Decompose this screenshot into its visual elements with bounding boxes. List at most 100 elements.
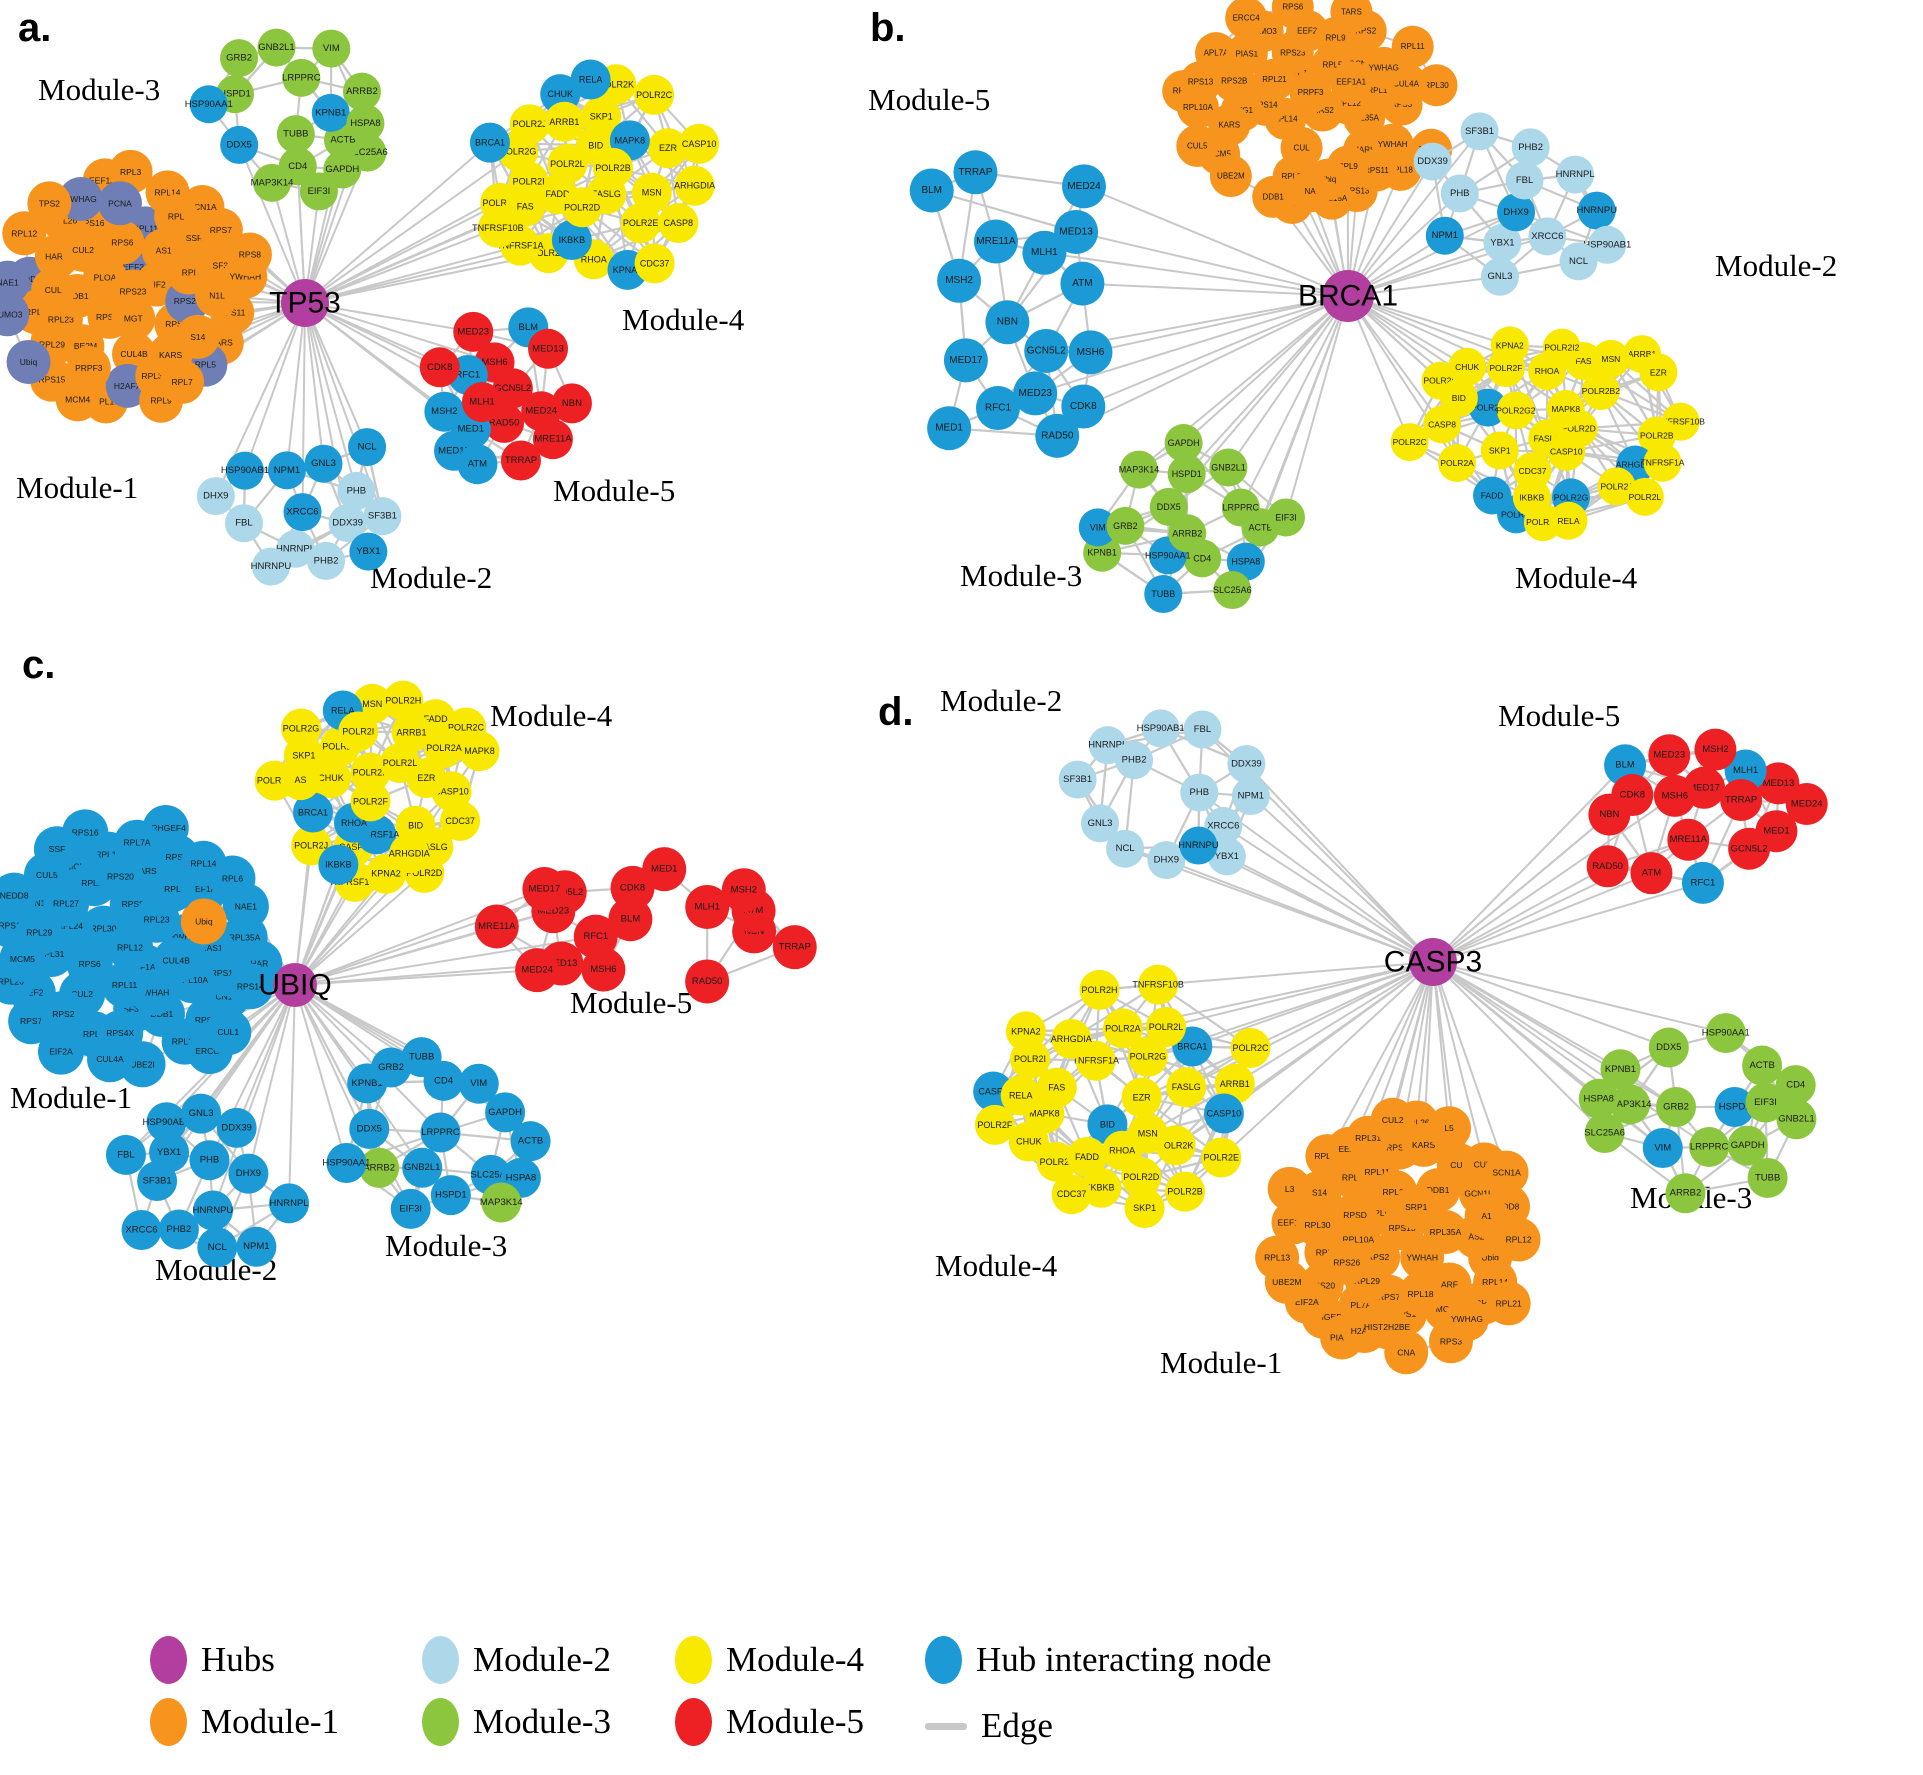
network-node[interactable]	[181, 1093, 222, 1134]
network-node[interactable]	[1444, 1297, 1489, 1342]
network-node[interactable]	[253, 163, 292, 202]
network-node[interactable]	[1295, 1202, 1340, 1247]
network-node[interactable]	[1078, 508, 1117, 547]
network-node[interactable]	[389, 833, 430, 874]
network-node[interactable]	[121, 1209, 162, 1250]
network-node[interactable]	[943, 338, 988, 383]
network-node[interactable]	[1630, 852, 1673, 895]
network-node[interactable]	[674, 165, 715, 206]
network-node[interactable]	[937, 258, 982, 303]
network-node[interactable]	[97, 1010, 144, 1057]
network-node[interactable]	[27, 181, 72, 226]
network-node[interactable]	[1203, 1093, 1244, 1134]
network-node[interactable]	[383, 680, 424, 721]
network-node[interactable]	[469, 122, 510, 163]
hub-node[interactable]	[281, 279, 329, 327]
network-node[interactable]	[1415, 64, 1458, 107]
network-node[interactable]	[1484, 1150, 1529, 1195]
network-node[interactable]	[97, 181, 142, 226]
network-node[interactable]	[1610, 1084, 1651, 1125]
network-node[interactable]	[337, 471, 376, 510]
network-node[interactable]	[461, 382, 502, 423]
network-node[interactable]	[312, 29, 351, 68]
network-node[interactable]	[292, 792, 333, 833]
network-node[interactable]	[283, 493, 322, 532]
network-node[interactable]	[1694, 728, 1737, 771]
network-node[interactable]	[1486, 1281, 1531, 1326]
network-node[interactable]	[909, 168, 954, 213]
network-node[interactable]	[1775, 1065, 1816, 1106]
network-node[interactable]	[189, 1140, 230, 1181]
network-node[interactable]	[346, 104, 385, 143]
network-node[interactable]	[146, 1102, 187, 1143]
network-node[interactable]	[927, 406, 972, 451]
network-node[interactable]	[192, 1190, 233, 1231]
network-node[interactable]	[1391, 25, 1434, 68]
network-node[interactable]	[1000, 1075, 1041, 1116]
network-node[interactable]	[500, 440, 541, 481]
network-node[interactable]	[1705, 1013, 1746, 1054]
network-node[interactable]	[1362, 46, 1405, 89]
network-node[interactable]	[379, 742, 420, 783]
network-node[interactable]	[974, 1104, 1015, 1145]
network-node[interactable]	[721, 868, 766, 913]
network-node[interactable]	[1611, 774, 1654, 817]
network-node[interactable]	[679, 123, 720, 164]
network-node[interactable]	[1584, 1113, 1625, 1154]
network-node[interactable]	[197, 1227, 238, 1268]
network-node[interactable]	[1036, 1141, 1077, 1182]
network-node[interactable]	[1168, 514, 1207, 553]
network-node[interactable]	[227, 963, 274, 1010]
network-node[interactable]	[350, 781, 391, 822]
network-node[interactable]	[1547, 432, 1586, 471]
network-node[interactable]	[6, 339, 51, 384]
network-node[interactable]	[189, 85, 228, 124]
network-node[interactable]	[1370, 1097, 1415, 1142]
network-node[interactable]	[1600, 1049, 1641, 1090]
network-node[interactable]	[281, 708, 322, 749]
network-node[interactable]	[1227, 745, 1266, 784]
network-node[interactable]	[402, 1147, 443, 1188]
network-node[interactable]	[1068, 330, 1113, 375]
network-node[interactable]	[453, 311, 494, 352]
network-node[interactable]	[1060, 261, 1105, 306]
network-node[interactable]	[1425, 216, 1464, 255]
network-node[interactable]	[1271, 0, 1314, 29]
network-node[interactable]	[1324, 1240, 1369, 1285]
network-node[interactable]	[522, 867, 567, 912]
network-node[interactable]	[225, 451, 264, 490]
network-node[interactable]	[1102, 1008, 1143, 1049]
network-node[interactable]	[2, 211, 47, 256]
network-node[interactable]	[1054, 209, 1099, 254]
network-node[interactable]	[1473, 476, 1512, 515]
network-node[interactable]	[1058, 760, 1097, 799]
network-node[interactable]	[430, 1175, 471, 1216]
network-node[interactable]	[423, 728, 464, 769]
network-node[interactable]	[1505, 161, 1544, 200]
network-node[interactable]	[1665, 1173, 1706, 1214]
network-node[interactable]	[1785, 783, 1828, 826]
network-node[interactable]	[1648, 1027, 1689, 1068]
network-node[interactable]	[1051, 1018, 1092, 1059]
network-node[interactable]	[1079, 969, 1120, 1010]
network-node[interactable]	[631, 172, 672, 213]
network-node[interactable]	[1230, 1027, 1271, 1068]
network-node[interactable]	[1179, 826, 1218, 865]
network-node[interactable]	[1225, 0, 1268, 39]
network-node[interactable]	[1591, 339, 1630, 378]
network-node[interactable]	[1656, 1087, 1697, 1128]
network-node[interactable]	[149, 1132, 190, 1173]
network-node[interactable]	[269, 1183, 310, 1224]
network-node[interactable]	[1209, 448, 1248, 487]
network-node[interactable]	[16, 909, 63, 956]
network-node[interactable]	[1643, 443, 1682, 482]
network-node[interactable]	[267, 451, 306, 490]
network-node[interactable]	[1460, 112, 1499, 151]
network-node[interactable]	[508, 161, 549, 202]
network-node[interactable]	[1720, 778, 1763, 821]
network-node[interactable]	[180, 840, 227, 887]
network-node[interactable]	[459, 731, 500, 772]
network-node[interactable]	[1176, 86, 1219, 129]
network-node[interactable]	[1167, 455, 1206, 494]
network-node[interactable]	[440, 800, 481, 841]
